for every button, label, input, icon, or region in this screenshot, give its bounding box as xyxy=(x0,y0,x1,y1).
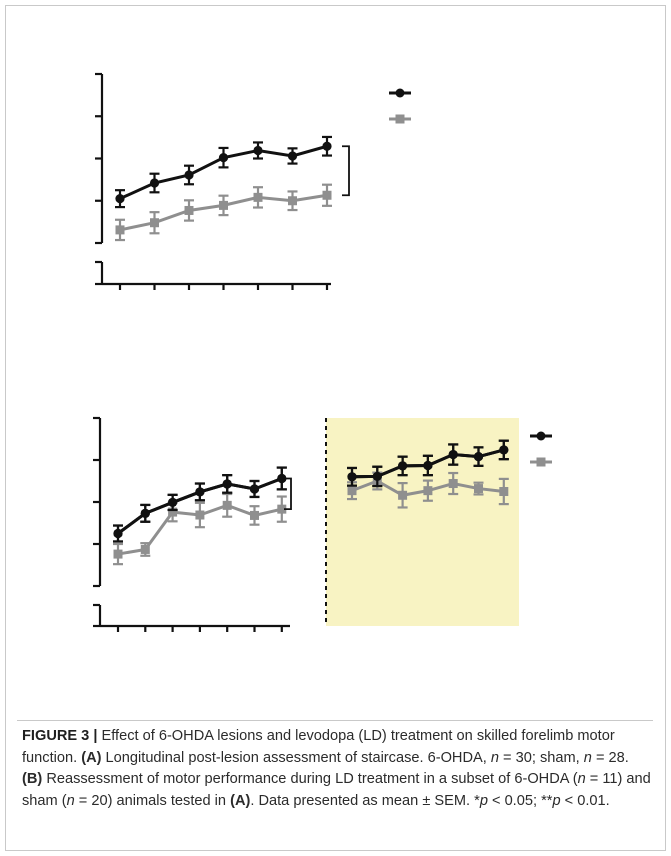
caption-run: (A) xyxy=(230,792,251,809)
series-sham-b-top-point xyxy=(372,471,382,481)
caption-run: n xyxy=(577,771,586,787)
caption-run: (B) xyxy=(22,771,43,787)
series-sham-a-point xyxy=(322,141,332,151)
significance-bracket-b xyxy=(284,477,292,511)
series-sham-b-top-point xyxy=(195,487,205,497)
caption-run: = 11) and sham ( xyxy=(22,771,651,809)
caption-run: . Data presented as mean ± SEM. * xyxy=(250,792,480,809)
legend-marker xyxy=(395,88,405,98)
caption-run: = 20) animals tested in xyxy=(74,792,231,809)
caption-run: n xyxy=(66,792,75,809)
series-sham-b-top-point xyxy=(222,479,232,489)
series-sham-b-top-point xyxy=(448,449,458,460)
ldopa-highlight-region xyxy=(326,418,519,626)
series-sham-b-top-point xyxy=(423,460,433,471)
figure-charts xyxy=(93,72,552,632)
series-6ohda-a-point xyxy=(115,225,125,235)
caption-divider xyxy=(17,720,653,721)
caption-run: Reassessment of motor performance during… xyxy=(42,771,578,787)
series-6ohda-b-post-point xyxy=(195,510,205,520)
caption-run: n xyxy=(583,749,592,766)
significance-bracket-a xyxy=(342,145,350,197)
legend-marker xyxy=(536,431,546,441)
series-6ohda-b-ldopa-point xyxy=(448,479,458,489)
series-sham-b-top-point xyxy=(347,472,357,482)
caption-run: < 0.01. xyxy=(560,792,610,809)
series-sham-b-top-point xyxy=(473,452,484,462)
series-sham-b-top-point xyxy=(168,497,178,508)
legend-marker xyxy=(395,114,405,124)
caption-run: < 0.05; ** xyxy=(487,792,553,809)
series-6ohda-a-point xyxy=(219,200,228,210)
caption-run: = 28. xyxy=(591,749,629,766)
series-6ohda-b-ldopa-point xyxy=(398,490,408,500)
series-6ohda-a-point xyxy=(253,192,263,202)
series-6ohda-b-post-point xyxy=(140,544,150,554)
series-6ohda-b-post-point xyxy=(113,549,123,559)
series-sham-b-top-point xyxy=(249,484,260,494)
series-sham-b-top-point xyxy=(113,528,123,539)
figure-caption: FIGURE 3 | Effect of 6-OHDA lesions and … xyxy=(22,726,652,812)
series-6ohda-a-point xyxy=(322,190,332,200)
series-6ohda-b-post-point xyxy=(168,507,178,517)
caption-text: Effect of 6-OHDA lesions and levodopa (L… xyxy=(22,728,651,809)
series-6ohda-b-ldopa-point xyxy=(347,486,357,496)
series-sham-a-point xyxy=(115,194,125,204)
series-sham-a-point xyxy=(218,153,229,163)
caption-run: (A) xyxy=(81,749,102,766)
caption-run: Effect of 6-OHDA lesions and levodopa (L… xyxy=(22,728,615,766)
caption-run: Longitudinal post-lesion assessment of s… xyxy=(101,749,491,766)
series-sham-b-top-point xyxy=(277,473,287,484)
series-sham-b-top-point xyxy=(140,508,150,518)
legend-marker xyxy=(536,457,546,467)
caption-run: p xyxy=(479,792,488,809)
series-sham-a-point xyxy=(184,170,194,180)
series-6ohda-a-point xyxy=(184,205,194,215)
series-6ohda-b-post-point xyxy=(222,500,232,510)
series-6ohda-b-ldopa-point xyxy=(474,484,483,494)
caption-run: p xyxy=(552,792,561,809)
caption-run: = 30; sham, xyxy=(498,749,584,766)
caption-label: FIGURE 3 | xyxy=(22,728,98,744)
series-6ohda-a-point xyxy=(150,218,159,228)
series-sham-b-top-point xyxy=(499,445,509,455)
series-sham-b-top-point xyxy=(398,461,408,471)
series-sham-a-point xyxy=(253,145,263,156)
series-6ohda-b-post-point xyxy=(277,504,287,514)
series-sham-a-point xyxy=(149,178,160,188)
caption-run: n xyxy=(490,749,499,766)
series-sham-a-point xyxy=(287,151,298,161)
series-6ohda-b-post-point xyxy=(250,510,259,520)
series-6ohda-b-ldopa-point xyxy=(499,487,509,496)
series-6ohda-b-ldopa-point xyxy=(423,486,433,496)
series-6ohda-a-point xyxy=(288,196,297,206)
